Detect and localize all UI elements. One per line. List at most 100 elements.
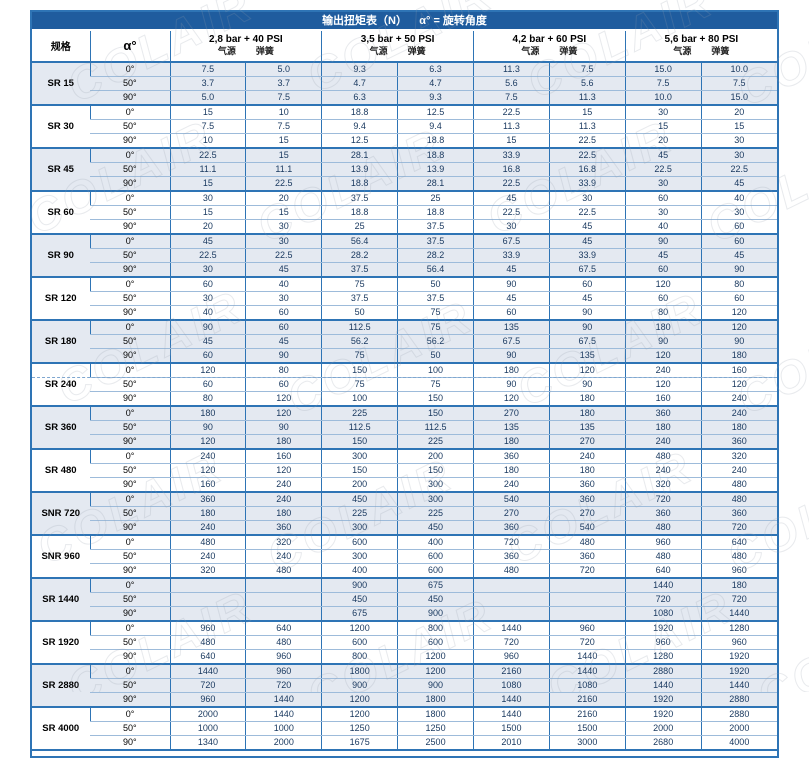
value-cell: 1440 [548, 664, 626, 679]
value-cell: 1440 [169, 664, 246, 679]
value-cell: 7.5 [169, 119, 246, 134]
value-cell: 240 [245, 477, 322, 493]
value-cell: 160 [245, 449, 322, 464]
value-cell: 10.0 [624, 90, 702, 106]
angle-cell: 50° [90, 291, 170, 306]
value-cell: 30 [245, 291, 322, 306]
value-cell: 540 [473, 492, 550, 507]
value-cell: 7.5 [624, 76, 702, 91]
value-cell: 45 [245, 334, 322, 349]
table-row: 90° 15 22.5 18.8 28.1 22.5 33.9 30 45 [32, 176, 777, 192]
value-cell: 45 [473, 291, 550, 306]
value-cell: 1800 [397, 692, 474, 708]
angle-cell: 0° [89, 105, 170, 120]
value-cell: 75 [397, 377, 474, 392]
value-cell: 200 [321, 477, 398, 493]
table-row: SR 240 0° 120 80 150 100 180 120 240 160 [32, 363, 777, 407]
value-cell: 600 [321, 535, 398, 550]
value-cell: 45 [548, 219, 626, 235]
value-cell: 360 [700, 434, 777, 450]
value-cell: 320 [624, 477, 702, 493]
value-cell: 45 [473, 262, 550, 278]
value-cell [169, 592, 246, 607]
table-row: SR 1440 0° 900 675 1440 180 [32, 578, 777, 622]
value-cell: 300 [321, 449, 398, 464]
value-cell: 2160 [473, 664, 550, 679]
value-cell: 37.5 [321, 191, 398, 206]
value-cell: 1080 [624, 606, 702, 622]
angle-cell: 0° [89, 578, 170, 593]
value-cell: 180 [548, 463, 626, 478]
table-row: SR 45 0° 22.5 15 28.1 18.8 33.9 22.5 45 30 [32, 148, 777, 192]
angle-cell: 0° [89, 406, 170, 421]
value-cell: 20 [700, 105, 777, 120]
value-cell: 400 [321, 563, 398, 579]
model-cell: SR 1920 [32, 621, 90, 665]
value-cell: 450 [397, 592, 474, 607]
value-cell: 80 [700, 277, 777, 292]
value-cell: 90 [245, 348, 322, 364]
value-cell: 90 [624, 234, 702, 249]
value-cell: 75 [321, 348, 398, 364]
value-cell: 22.5 [473, 105, 550, 120]
value-cell: 360 [473, 520, 550, 536]
value-cell: 960 [624, 635, 702, 650]
value-cell: 240 [624, 434, 702, 450]
value-cell: 3.7 [169, 76, 246, 91]
value-cell: 33.9 [473, 248, 550, 263]
value-cell: 90 [473, 277, 550, 292]
value-cell: 2880 [700, 692, 777, 708]
table-row: 90° 5.0 7.5 6.3 9.3 7.5 11.3 10.0 15.0 [32, 90, 777, 106]
value-cell: 180 [624, 320, 702, 335]
value-cell: 28.2 [321, 248, 398, 263]
value-cell: 45 [700, 176, 777, 192]
angle-cell: 50° [90, 549, 170, 564]
value-cell: 30 [624, 176, 702, 192]
value-cell [169, 606, 246, 622]
value-cell: 480 [169, 635, 246, 650]
angle-cell: 0° [89, 492, 170, 507]
table-row: SR 480 0° 240 160 300 200 360 240 480 320 [32, 449, 777, 493]
value-cell: 90 [169, 320, 246, 335]
table-row: 90° 10 15 12.5 18.8 15 22.5 20 30 [32, 133, 777, 149]
angle-cell: 0° [89, 191, 170, 206]
value-cell: 37.5 [321, 262, 398, 278]
model-cell: SR 90 [32, 234, 90, 278]
value-cell: 480 [700, 492, 777, 507]
output-torque-table: 输出扭矩表（N） α° = 旋转角度 规格 α° 2,8 bar + 40 PS… [30, 10, 779, 758]
value-cell: 300 [397, 477, 474, 493]
value-cell: 225 [321, 506, 398, 521]
value-cell: 67.5 [548, 262, 626, 278]
value-cell: 120 [169, 363, 246, 378]
table-row: 50° 120 120 150 150 180 180 240 240 [32, 463, 777, 478]
value-cell: 5.0 [169, 90, 246, 106]
table-row: 90° 960 1440 1200 1800 1440 2160 1920 2880 [32, 692, 777, 708]
value-cell: 120 [624, 377, 702, 392]
angle-cell: 90° [90, 219, 170, 235]
value-cell: 675 [397, 578, 474, 593]
value-cell: 12.5 [397, 105, 474, 120]
value-cell: 2500 [397, 735, 474, 751]
value-cell: 56.4 [397, 262, 474, 278]
value-cell: 120 [169, 434, 246, 450]
value-cell: 480 [169, 535, 246, 550]
value-cell: 120 [700, 377, 777, 392]
col-header-pressure-3: 4,2 bar + 60 PSI 气源 弹簧 [473, 31, 626, 63]
angle-cell: 90° [90, 90, 170, 106]
value-cell [548, 578, 626, 593]
value-cell: 60 [169, 377, 246, 392]
value-cell: 960 [700, 635, 777, 650]
value-cell: 900 [397, 606, 474, 622]
value-cell: 13.9 [397, 162, 474, 177]
value-cell: 600 [397, 635, 474, 650]
value-cell: 9.3 [321, 62, 398, 77]
angle-cell: 90° [90, 262, 170, 278]
table-row: 50° 60 60 75 75 90 90 120 120 [32, 377, 777, 392]
value-cell: 22.5 [169, 148, 246, 163]
value-cell: 37.5 [321, 291, 398, 306]
value-cell: 960 [700, 563, 777, 579]
value-cell: 100 [321, 391, 398, 407]
angle-cell: 50° [90, 162, 170, 177]
value-cell: 5.0 [245, 62, 322, 77]
value-cell: 4.7 [397, 76, 474, 91]
